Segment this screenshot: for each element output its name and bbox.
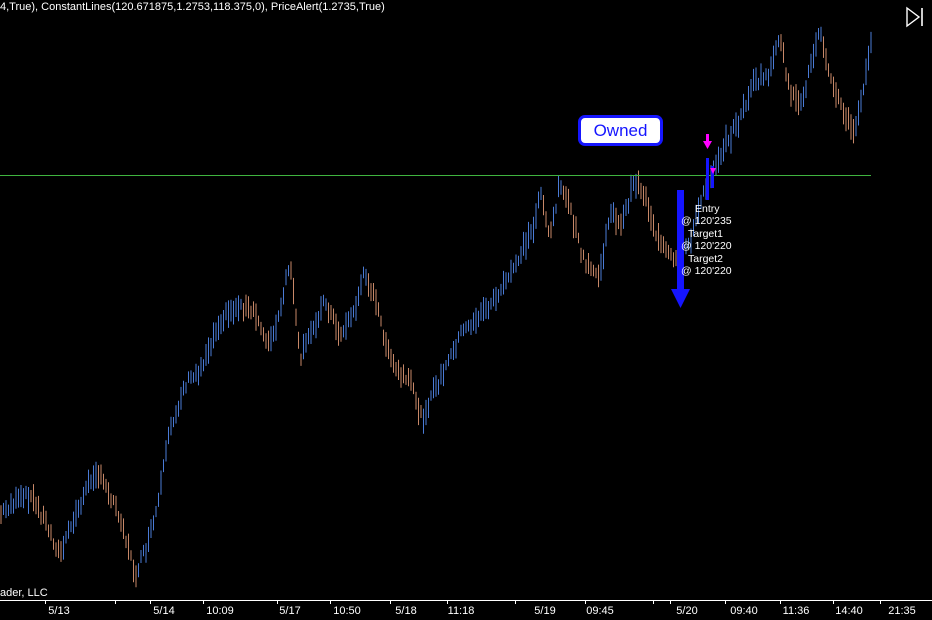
position-status-badge[interactable]: Owned <box>578 115 663 146</box>
price-bars <box>0 26 872 588</box>
skip-to-end-icon[interactable] <box>904 6 926 28</box>
x-axis-label: 10:50 <box>333 605 361 617</box>
x-axis-label: 14:40 <box>835 605 863 617</box>
x-axis-label: 09:45 <box>586 605 614 617</box>
down-arrow-marker-icon <box>703 134 716 200</box>
down-arrow-icon <box>671 190 690 308</box>
x-axis-label: 10:09 <box>206 605 234 617</box>
x-axis-label: 21:35 <box>888 605 916 617</box>
x-axis-label: 5/14 <box>153 605 175 617</box>
x-axis-label: 5/13 <box>48 605 70 617</box>
x-axis-label: 5/17 <box>279 605 301 617</box>
x-axis-label: 5/18 <box>395 605 417 617</box>
order-entry-price: @ 120'235 <box>681 215 732 227</box>
x-axis-label: 5/20 <box>676 605 698 617</box>
x-axis-label: 11:18 <box>447 605 475 617</box>
copyright-text: ader, LLC <box>0 587 48 599</box>
order-entry-name: Entry <box>695 203 720 215</box>
x-axis-ticks <box>45 600 881 604</box>
order-target1-name: Target1 <box>688 228 724 240</box>
order-target2-name: Target2 <box>688 253 724 265</box>
x-axis-label: 11:36 <box>782 605 810 617</box>
order-target1-price: @ 120'220 <box>681 240 732 252</box>
x-axis-label: 5/19 <box>534 605 556 617</box>
indicator-parameters: 4,True), ConstantLines(120.671875,1.2753… <box>0 1 385 13</box>
order-target2-price: @ 120'220 <box>681 265 732 277</box>
x-axis-label: 09:40 <box>730 605 758 617</box>
